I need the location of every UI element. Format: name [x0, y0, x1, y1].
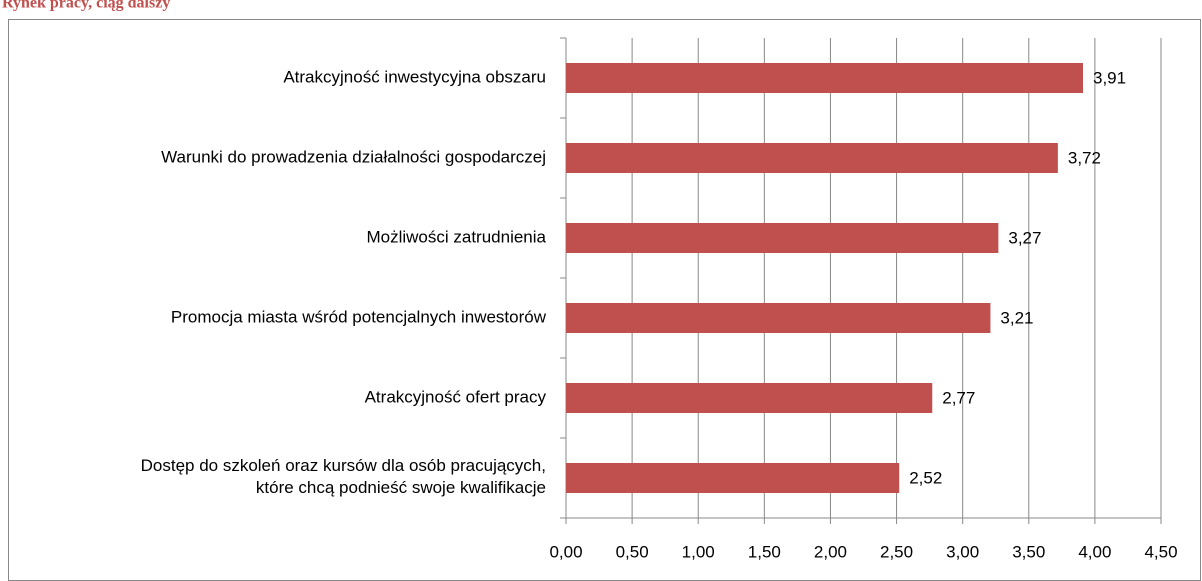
chart-frame	[8, 19, 1201, 581]
bar	[566, 143, 1058, 173]
x-tick-label: 1,00	[682, 542, 715, 561]
value-label: 3,27	[1008, 228, 1041, 247]
y-tick-label: Warunki do prowadzenia działalności gosp…	[161, 147, 546, 166]
x-tick-label: 3,50	[1012, 542, 1045, 561]
x-tick-label: 0,50	[616, 542, 649, 561]
bar	[566, 383, 933, 413]
y-tick-label: Atrakcyjność inwestycyjna obszaru	[283, 67, 546, 86]
value-label: 3,21	[1000, 308, 1033, 327]
x-tick-label: 2,50	[880, 542, 913, 561]
y-tick-label: Atrakcyjność ofert pracy	[365, 387, 547, 406]
x-tick-label: 2,00	[814, 542, 847, 561]
value-label: 2,77	[942, 388, 975, 407]
x-tick-label: 1,50	[748, 542, 781, 561]
x-tick-label: 0,00	[549, 542, 582, 561]
y-tick-label: Dostęp do szkoleń oraz kursów dla osób p…	[141, 456, 546, 497]
value-label: 3,91	[1093, 68, 1126, 87]
value-label: 2,52	[909, 468, 942, 487]
bar	[566, 63, 1083, 93]
value-label: 3,72	[1068, 148, 1101, 167]
y-tick-label: Promocja miasta wśród potencjalnych inwe…	[171, 307, 547, 326]
chart-title: Rynek pracy, ciąg dalszy	[2, 0, 170, 12]
bar	[566, 223, 999, 253]
x-tick-label: 3,00	[946, 542, 979, 561]
bar	[566, 463, 900, 493]
y-tick-label: Możliwości zatrudnienia	[366, 227, 546, 246]
bar	[566, 303, 991, 333]
x-tick-label: 4,00	[1078, 542, 1111, 561]
x-tick-label: 4,50	[1144, 542, 1177, 561]
